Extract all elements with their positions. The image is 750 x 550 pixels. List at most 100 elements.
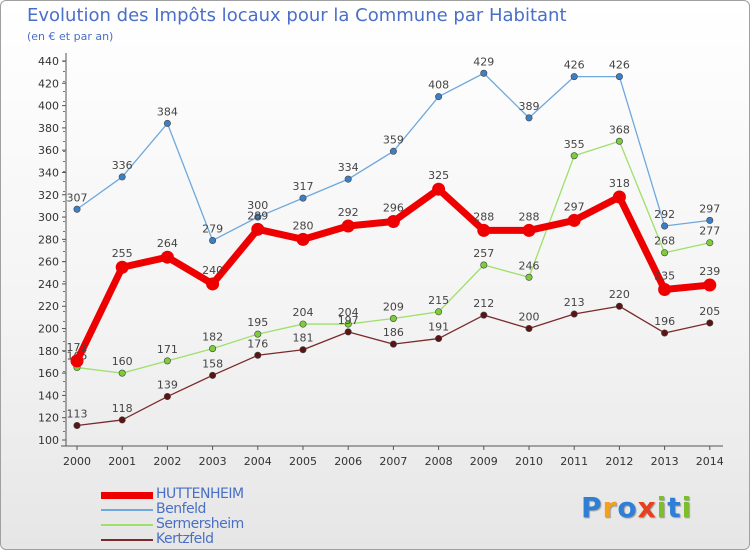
data-label-benfeld: 317	[293, 180, 314, 193]
x-tick-label: 2014	[696, 455, 724, 468]
data-point-huttenheim	[296, 232, 310, 246]
data-point-sermersheim	[480, 261, 488, 269]
data-point-sermersheim	[615, 137, 623, 145]
data-label-kertzfeld: 205	[699, 305, 720, 318]
logo-letter: P	[581, 491, 603, 524]
data-point-huttenheim	[658, 283, 672, 297]
series-line-kertzfeld	[76, 305, 711, 427]
data-label-benfeld: 336	[112, 159, 133, 172]
data-label-huttenheim: 297	[564, 200, 585, 213]
data-point-kertzfeld	[480, 311, 488, 319]
data-point-sermersheim	[163, 357, 171, 365]
data-point-sermersheim	[661, 249, 669, 257]
data-label-sermersheim: 195	[247, 316, 268, 329]
legend-item-huttenheim: HUTTENHEIM	[101, 486, 401, 502]
data-point-kertzfeld	[73, 422, 81, 430]
data-label-benfeld: 359	[383, 133, 404, 146]
logo-letter: x	[637, 491, 657, 524]
data-label-huttenheim: 288	[519, 210, 540, 223]
y-tick-label: 140	[38, 389, 59, 402]
data-point-kertzfeld	[389, 340, 397, 348]
y-tick-label: 260	[38, 256, 59, 269]
chart-subtitle: (en € et par an)	[27, 30, 114, 43]
data-label-benfeld: 384	[157, 105, 178, 118]
data-point-sermersheim	[344, 320, 352, 328]
data-label-kertzfeld: 191	[428, 321, 449, 334]
y-tick-label: 400	[38, 100, 59, 113]
legend-label: Benfeld	[156, 501, 206, 517]
data-label-kertzfeld: 197	[338, 314, 359, 327]
data-point-sermersheim	[209, 345, 217, 353]
data-label-kertzfeld: 181	[293, 332, 314, 345]
data-point-kertzfeld	[209, 371, 217, 379]
data-label-kertzfeld: 212	[473, 297, 494, 310]
y-tick-label: 280	[38, 233, 59, 246]
data-label-huttenheim: 292	[338, 206, 359, 219]
data-label-kertzfeld: 196	[654, 315, 675, 328]
data-point-huttenheim	[251, 222, 265, 236]
data-point-kertzfeld	[254, 351, 262, 359]
x-tick-label: 2013	[651, 455, 679, 468]
data-label-sermersheim: 246	[519, 259, 540, 272]
y-tick-label: 220	[38, 300, 59, 313]
legend-item-sermersheim: Sermersheim	[101, 516, 401, 532]
legend-label: Kertzfeld	[156, 531, 214, 547]
data-point-huttenheim	[567, 213, 581, 227]
y-tick-label: 120	[38, 412, 59, 425]
data-label-sermersheim: 368	[609, 123, 630, 136]
data-point-benfeld	[615, 73, 623, 81]
data-point-benfeld	[254, 213, 262, 221]
x-tick-label: 2006	[334, 455, 362, 468]
data-label-huttenheim: 235	[654, 270, 675, 283]
data-label-sermersheim: 257	[473, 247, 494, 260]
data-label-benfeld: 389	[519, 100, 540, 113]
data-point-huttenheim	[115, 260, 129, 274]
data-point-benfeld	[480, 69, 488, 77]
logo-letter: t	[667, 491, 682, 524]
data-point-kertzfeld	[435, 335, 443, 343]
data-label-kertzfeld: 186	[383, 326, 404, 339]
data-label-benfeld: 297	[699, 202, 720, 215]
data-label-benfeld: 279	[202, 222, 223, 235]
data-label-kertzfeld: 113	[67, 408, 88, 421]
data-point-kertzfeld	[570, 310, 578, 318]
data-point-benfeld	[389, 147, 397, 155]
data-point-sermersheim	[254, 330, 262, 338]
legend-item-benfeld: Benfeld	[101, 501, 401, 517]
data-label-kertzfeld: 139	[157, 379, 178, 392]
data-point-kertzfeld	[163, 393, 171, 401]
data-point-benfeld	[299, 194, 307, 202]
data-point-sermersheim	[435, 308, 443, 316]
y-tick-label: 340	[38, 166, 59, 179]
y-tick-label: 380	[38, 122, 59, 135]
data-label-benfeld: 429	[473, 55, 494, 68]
data-point-sermersheim	[570, 152, 578, 160]
data-point-benfeld	[706, 216, 714, 224]
data-label-benfeld: 334	[338, 161, 359, 174]
data-point-huttenheim	[386, 215, 400, 229]
data-point-benfeld	[163, 119, 171, 127]
data-point-sermersheim	[389, 314, 397, 322]
data-label-benfeld: 307	[67, 191, 88, 204]
data-point-kertzfeld	[344, 328, 352, 336]
logo-letter: i	[656, 491, 668, 524]
proxiti-logo: Proxiti	[581, 491, 692, 524]
y-tick-label: 100	[38, 434, 59, 447]
data-label-kertzfeld: 158	[202, 357, 223, 370]
data-label-benfeld: 292	[654, 208, 675, 221]
x-tick-label: 2003	[199, 455, 227, 468]
data-point-kertzfeld	[525, 325, 533, 333]
data-label-huttenheim: 318	[609, 177, 630, 190]
logo-letter: r	[602, 491, 618, 524]
chart-title: Evolution des Impôts locaux pour la Comm…	[27, 5, 567, 26]
data-label-benfeld: 426	[564, 59, 585, 72]
y-tick-label: 200	[38, 323, 59, 336]
y-tick-label: 160	[38, 367, 59, 380]
legend-swatch	[101, 491, 153, 499]
data-label-huttenheim: 240	[202, 264, 223, 277]
data-label-huttenheim: 296	[383, 202, 404, 215]
data-point-benfeld	[118, 173, 126, 181]
data-label-huttenheim: 171	[67, 341, 88, 354]
data-label-sermersheim: 277	[699, 225, 720, 238]
x-tick-label: 2002	[153, 455, 181, 468]
